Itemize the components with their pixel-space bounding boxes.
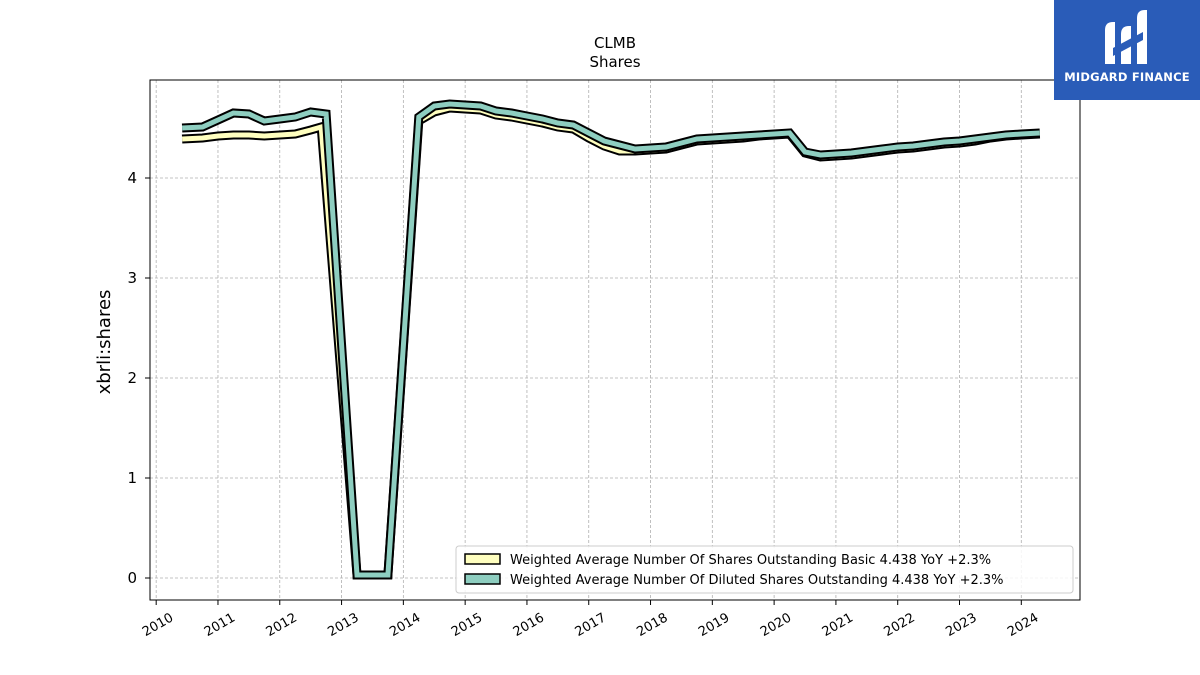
y-tick-label: 1 bbox=[127, 469, 137, 487]
y-tick-label: 3 bbox=[127, 269, 137, 287]
x-tick-label: 2024 bbox=[1005, 610, 1041, 640]
y-tick-label: 2 bbox=[127, 369, 137, 387]
x-tick-label: 2023 bbox=[943, 610, 979, 640]
logo-mark-icon bbox=[1105, 10, 1147, 64]
y-tick-label: 4 bbox=[127, 169, 137, 187]
midgard-finance-logo: MIDGARD FINANCE bbox=[1054, 0, 1200, 100]
x-tick-label: 2019 bbox=[696, 610, 732, 640]
x-tick-label: 2020 bbox=[758, 610, 794, 640]
x-tick-label: 2014 bbox=[387, 610, 423, 640]
x-axis: 2010 2011 2012 2013 2014 2015 2016 2017 2018 2019… bbox=[140, 600, 1041, 640]
plot-frame bbox=[149, 79, 1081, 601]
series-lines bbox=[181, 99, 1041, 580]
legend-swatch-2 bbox=[464, 573, 501, 585]
x-tick-label: 2013 bbox=[325, 610, 361, 640]
x-tick-label: 2010 bbox=[140, 610, 176, 640]
x-tick-label: 2012 bbox=[264, 610, 300, 640]
series-2-outline bbox=[181, 99, 1041, 580]
legend-label-1: Weighted Average Number Of Shares Outsta… bbox=[510, 553, 991, 568]
series-2-line bbox=[181, 101, 1040, 578]
y-axis: 0 1 2 3 4 bbox=[127, 169, 150, 587]
x-tick-label: 2018 bbox=[634, 610, 670, 640]
x-tick-label: 2011 bbox=[202, 610, 238, 640]
grid-lines bbox=[150, 80, 1080, 600]
legend-label-2: Weighted Average Number Of Diluted Share… bbox=[510, 573, 1004, 588]
x-tick-label: 2016 bbox=[511, 610, 547, 640]
chart-title: CLMB bbox=[594, 34, 636, 52]
x-tick-label: 2015 bbox=[449, 610, 485, 640]
logo-text: MIDGARD FINANCE bbox=[1064, 70, 1190, 84]
legend: Weighted Average Number Of Shares Outsta… bbox=[455, 545, 1074, 594]
y-axis-label: xbrli:shares bbox=[94, 290, 115, 395]
legend-box bbox=[455, 545, 1074, 594]
x-tick-label: 2017 bbox=[573, 610, 609, 640]
legend-swatch-1 bbox=[464, 553, 501, 565]
y-tick-label: 0 bbox=[127, 569, 137, 587]
x-tick-label: 2022 bbox=[882, 610, 918, 640]
x-tick-label: 2021 bbox=[820, 610, 856, 640]
chart-subtitle: Shares bbox=[589, 53, 640, 71]
